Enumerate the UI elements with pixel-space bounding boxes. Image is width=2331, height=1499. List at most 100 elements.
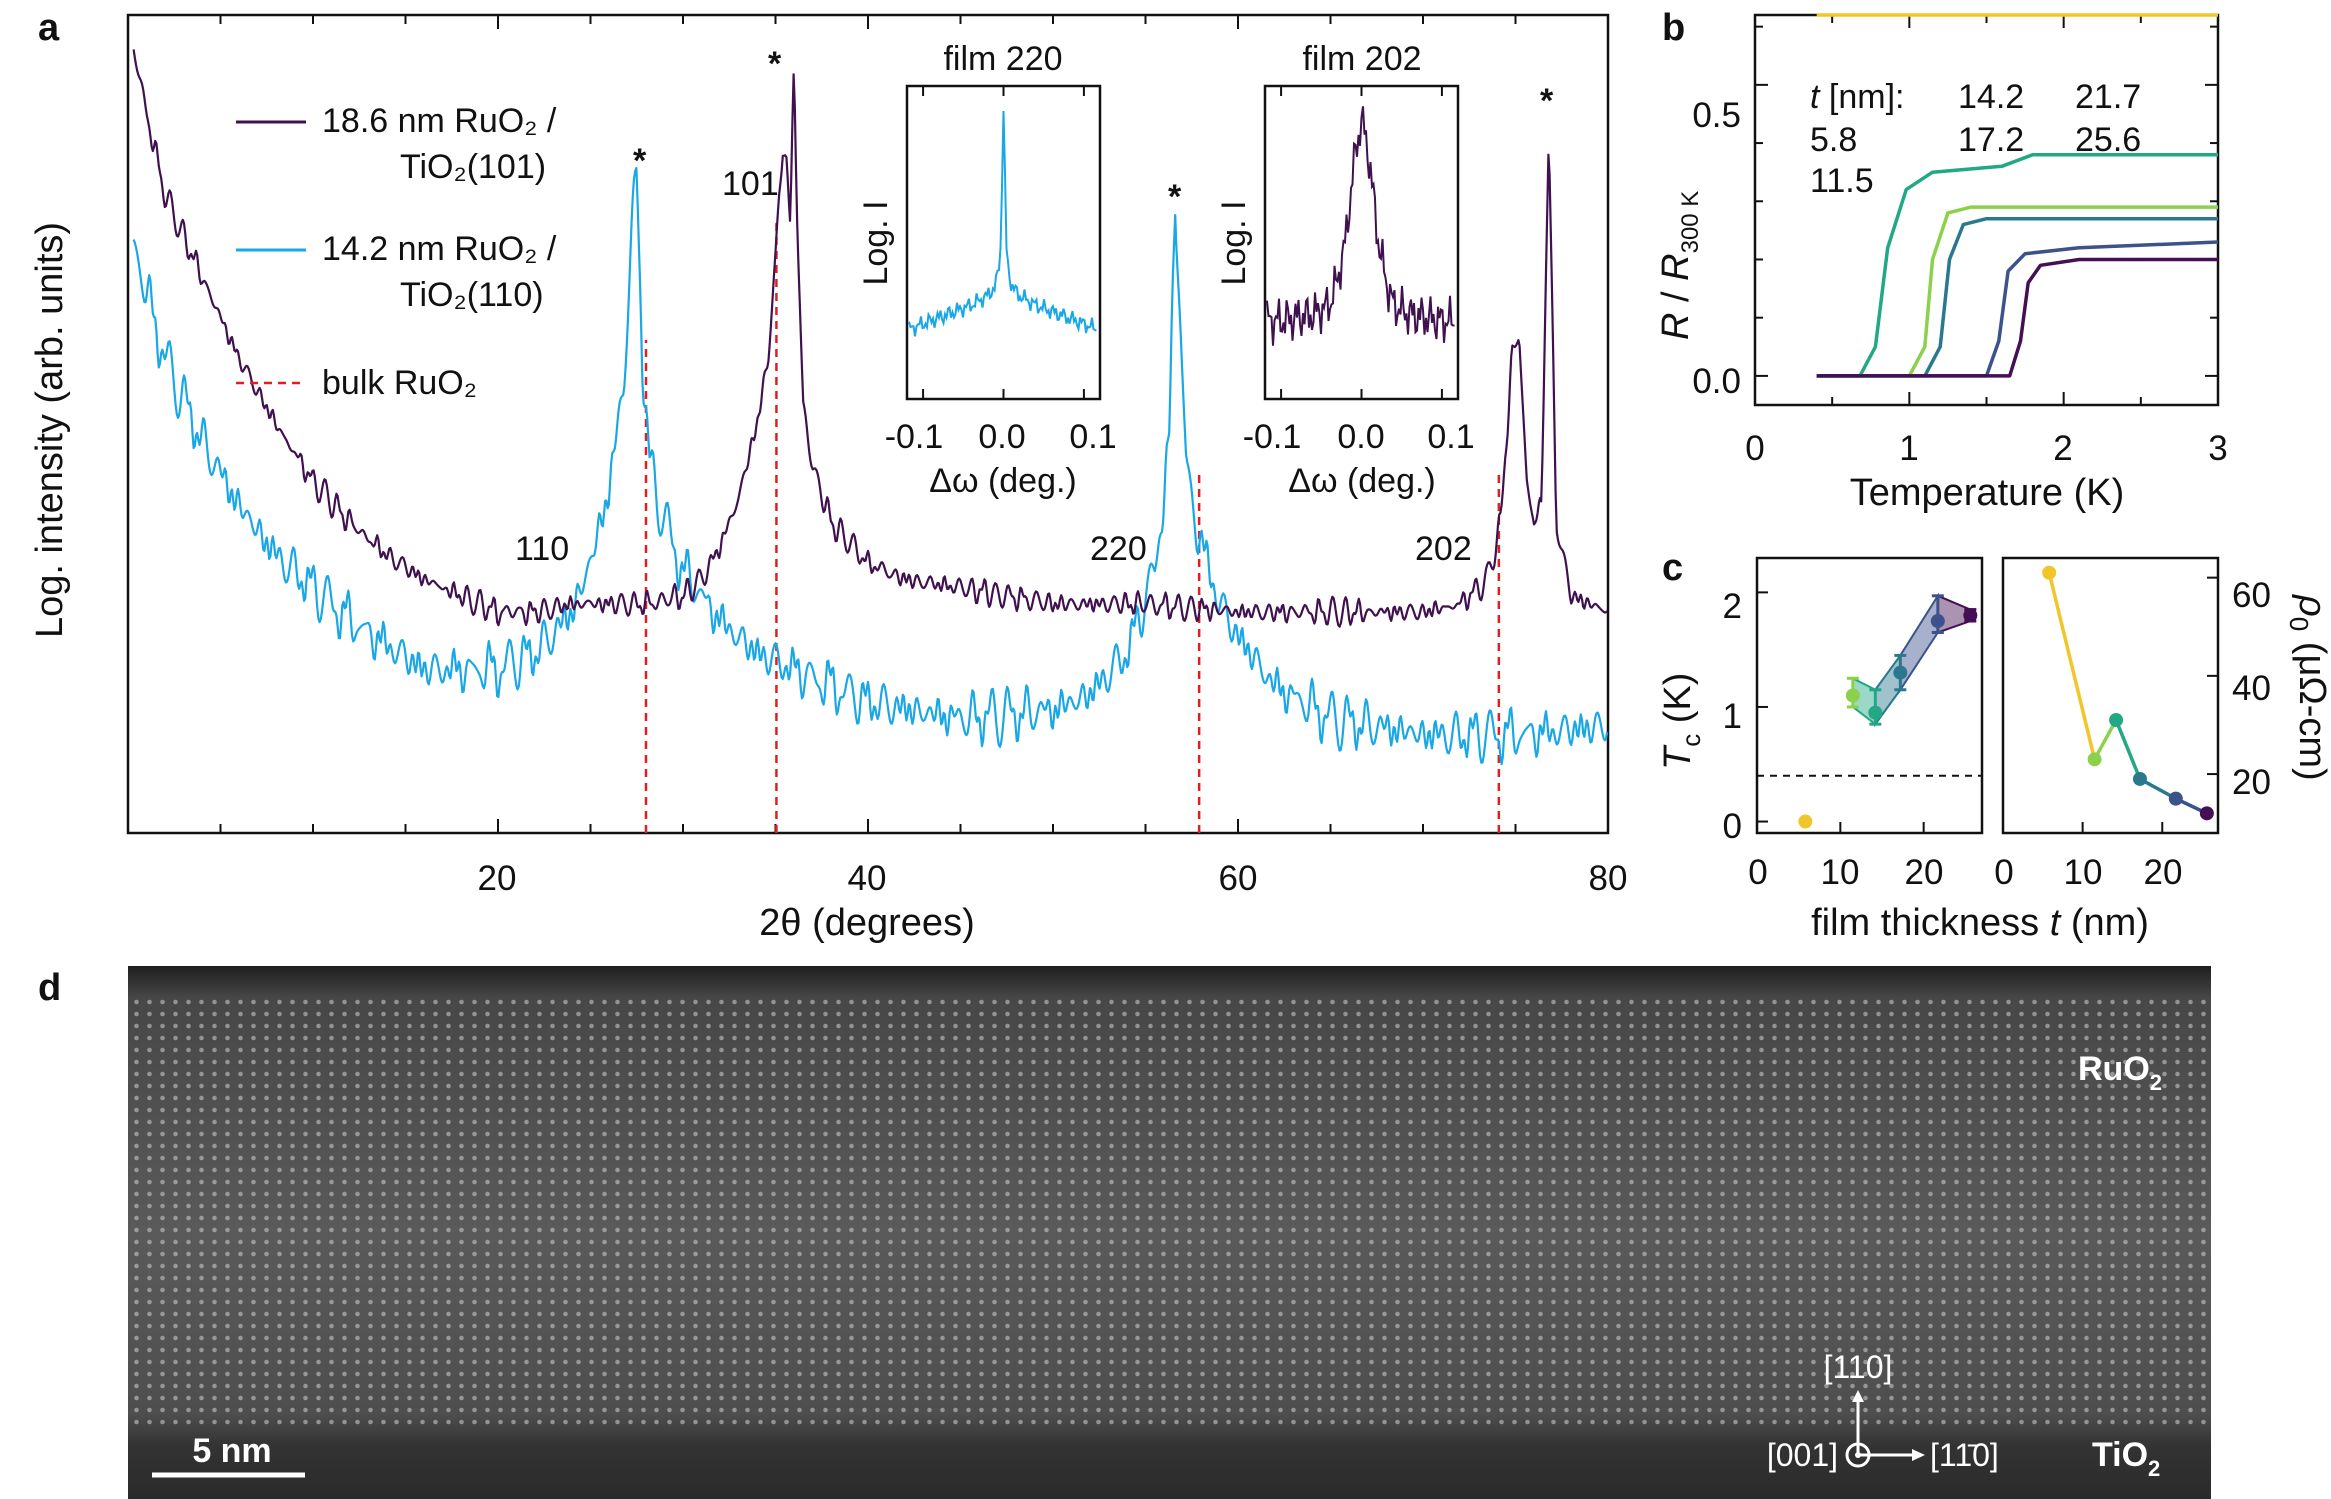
b-xtick-2: 2 xyxy=(2053,429,2072,468)
b-xtick-1: 1 xyxy=(1899,429,1918,468)
c-right-xtick-0: 0 xyxy=(1994,853,2013,892)
b-legend-17-2: 17.2 xyxy=(1958,121,2024,159)
legend-101-line1: 18.6 nm RuO₂ / xyxy=(322,102,557,140)
inset-220-series xyxy=(908,86,1097,399)
rho0-segment xyxy=(2093,719,2118,761)
b-legend-t: t xyxy=(1810,78,1821,116)
c-left-ylabel-sub: c xyxy=(1676,734,1706,747)
b-xtick-3: 3 xyxy=(2208,429,2227,468)
tc-point xyxy=(1963,608,1978,623)
b-legend-11-5: 11.5 xyxy=(1810,162,1874,200)
substrate-star-4: * xyxy=(1540,82,1554,120)
tc-point xyxy=(1798,814,1813,829)
panel-d-stem-image: RuO2 TiO2 5 nm [110] [11̄0] [001] xyxy=(128,966,2211,1499)
c-right-xtick-10: 10 xyxy=(2064,853,2103,892)
inset-202: film 202 Log. I -0.1 0.0 0.1 Δω (deg.) xyxy=(1215,40,1475,500)
axis-up-label: [110] xyxy=(1824,1349,1893,1385)
c-left-ytick-1: 1 xyxy=(1723,697,1742,736)
b-series-25-6 xyxy=(1816,257,2218,378)
b-legend-21-7: 21.7 xyxy=(2075,78,2141,116)
c-xlabel-post: (nm) xyxy=(2060,902,2149,944)
c-right-ylabel-rho: ρ xyxy=(2291,594,2331,617)
legend-110-line1: 14.2 nm RuO₂ / xyxy=(322,230,557,268)
substrate-star-3: * xyxy=(1168,178,1182,216)
panel-c-letter: c xyxy=(1662,547,1683,589)
tc-point xyxy=(1868,705,1883,720)
peak-label-202: 202 xyxy=(1415,530,1472,568)
c-right-ytick-60: 60 xyxy=(2232,576,2271,615)
inset-202-xtick-pos: 0.1 xyxy=(1427,418,1474,456)
c-right-ylabel: ρ0 (μΩ-cm) xyxy=(2284,594,2331,781)
inset-220-xtick-neg: -0.1 xyxy=(885,418,944,456)
b-ytick-00: 0.0 xyxy=(1692,362,1741,401)
panel-c-right-frame xyxy=(2001,556,2220,835)
b-ylabel-R: R xyxy=(1655,313,1697,340)
label-ruo2-sub: 2 xyxy=(2150,1070,2162,1095)
axis-out-label: [001] xyxy=(1767,1437,1838,1473)
legend-bulk-label: bulk RuO₂ xyxy=(322,364,477,402)
label-ruo2: RuO2 xyxy=(2078,1050,2162,1095)
panel-c-ticks xyxy=(1756,576,2218,833)
c-left-ylabel: Tc (K) xyxy=(1657,673,1706,770)
inset-220-title: film 220 xyxy=(943,40,1062,78)
inset-220-xtick-pos: 0.1 xyxy=(1069,418,1116,456)
tc-point xyxy=(1930,614,1945,629)
c-right-ytick-40: 40 xyxy=(2232,669,2271,708)
c-right-ylabel-sub: 0 xyxy=(2284,617,2314,631)
series-14-2nm-tio2-110 xyxy=(132,166,1609,766)
peak-label-101: 101 xyxy=(722,165,779,203)
panel-b-series xyxy=(1816,13,2219,378)
rho0-point xyxy=(2042,565,2057,580)
crystal-axes: [110] [11̄0] [001] xyxy=(1767,1349,1999,1473)
inset-202-ylabel: Log. I xyxy=(1215,200,1253,285)
c-xlabel-pre: film thickness xyxy=(1811,902,2050,944)
b-ylabel-R2: R xyxy=(1655,253,1697,280)
substrate-star-1: * xyxy=(633,142,647,180)
panel-a-letter: a xyxy=(38,7,60,49)
tc-point xyxy=(1893,665,1908,680)
b-legend-14-2: 14.2 xyxy=(1958,78,2024,116)
c-left-ylabel-unit: (K) xyxy=(1657,673,1699,734)
panel-a-series xyxy=(132,49,1609,766)
b-ylabel-sep: / xyxy=(1655,281,1697,313)
rho0-segment xyxy=(2114,719,2142,780)
b-legend-5-8: 5.8 xyxy=(1810,121,1857,159)
label-tio2-sub: 2 xyxy=(2148,1456,2160,1481)
rho0-point xyxy=(2168,791,2183,806)
panel-b-frame xyxy=(1753,13,2220,407)
axis-out-dot xyxy=(1855,1452,1861,1458)
c-left-ytick-2: 2 xyxy=(1723,587,1742,626)
c-right-xtick-20: 20 xyxy=(2144,853,2183,892)
inset-202-series xyxy=(1266,86,1455,399)
b-ylabel-sub: 300 K xyxy=(1677,191,1704,254)
c-right-ylabel-unit: (μΩ-cm) xyxy=(2291,631,2331,780)
stem-atomic-lattice xyxy=(128,995,2211,1425)
a-xtick-40: 40 xyxy=(848,859,887,898)
axis-up-arrow xyxy=(1852,1390,1864,1402)
axis-out-circle xyxy=(1845,1442,1871,1468)
inset-220-xtick-0: 0.0 xyxy=(978,418,1025,456)
c-left-ylabel-T: T xyxy=(1657,744,1699,770)
rho0-point xyxy=(2132,771,2147,786)
c-right-ytick-20: 20 xyxy=(2232,763,2271,802)
inset-202-title: film 202 xyxy=(1302,40,1421,78)
panel-c-left-frame xyxy=(1755,556,1984,835)
substrate-star-2: * xyxy=(768,45,782,83)
b-xlabel: Temperature (K) xyxy=(1850,472,2125,514)
inset-202-xtick-0: 0.0 xyxy=(1337,418,1384,456)
b-series-14-2 xyxy=(1816,152,2218,378)
tc-point xyxy=(1845,688,1860,703)
inset-202-frame xyxy=(1263,84,1460,401)
legend-110-line2: TiO₂(110) xyxy=(400,276,544,314)
inset-202-xtick-neg: -0.1 xyxy=(1243,418,1302,456)
a-xtick-20: 20 xyxy=(478,859,517,898)
c-left-xtick-10: 10 xyxy=(1821,853,1860,892)
b-legend-25-6: 25.6 xyxy=(2075,121,2141,159)
label-tio2: TiO2 xyxy=(2092,1436,2160,1481)
label-tio2-text: TiO xyxy=(2092,1436,2148,1474)
panel-d-letter: d xyxy=(38,967,61,1009)
panel-c: 2 1 0 60 40 20 0 10 20 0 10 20 film thic… xyxy=(1657,556,2331,944)
b-xtick-0: 0 xyxy=(1745,429,1764,468)
c-left-xtick-20: 20 xyxy=(1905,853,1944,892)
